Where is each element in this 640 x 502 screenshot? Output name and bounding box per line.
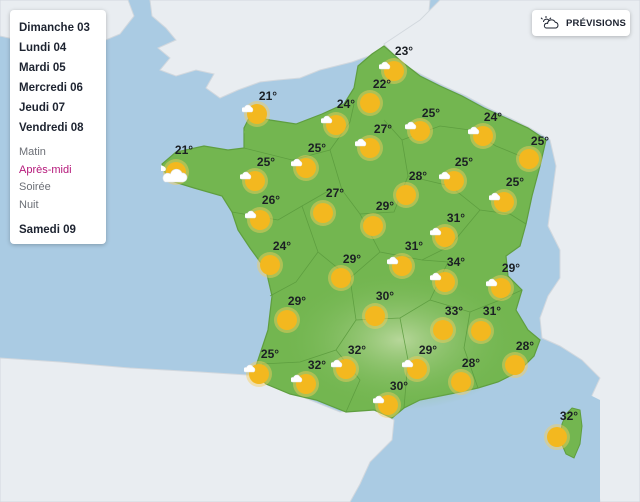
sun-cloud-icon[interactable] xyxy=(291,369,321,399)
city-temperature: 29° xyxy=(375,199,395,213)
city-temperature: 25° xyxy=(530,134,550,148)
sun-cloud-icon[interactable] xyxy=(402,354,432,384)
city-temperature: 30° xyxy=(375,289,395,303)
sun-icon[interactable] xyxy=(326,263,356,293)
city-temperature: 32° xyxy=(347,343,367,357)
city-temperature: 33° xyxy=(444,304,464,318)
sun-cloud-icon[interactable] xyxy=(244,359,274,389)
city-temperature: 29° xyxy=(418,343,438,357)
forecast-button-label: PRÉVISIONS xyxy=(566,17,627,29)
city-temperature: 29° xyxy=(287,294,307,308)
city-temperature: 31° xyxy=(446,211,466,225)
cloud-sun-icon xyxy=(540,15,560,32)
city-temperature: 27° xyxy=(373,122,393,136)
sun-icon[interactable] xyxy=(355,88,385,118)
sun-icon[interactable] xyxy=(360,301,390,331)
day-selector-panel: Dimanche 03 Lundi 04 Mardi 05 Mercredi 0… xyxy=(10,10,106,244)
city-temperature: 25° xyxy=(505,175,525,189)
city-temperature: 25° xyxy=(454,155,474,169)
sun-cloud-icon[interactable] xyxy=(387,251,417,281)
city-temperature: 32° xyxy=(559,409,579,423)
sun-icon[interactable] xyxy=(446,367,476,397)
city-temperature: 32° xyxy=(307,358,327,372)
sun-cloud-icon[interactable] xyxy=(242,99,272,129)
period-morning[interactable]: Matin xyxy=(19,146,46,158)
city-temperature: 24° xyxy=(483,110,503,124)
day-thursday-07[interactable]: Jeudi 07 xyxy=(19,102,66,114)
city-temperature: 22° xyxy=(372,77,392,91)
forecast-button[interactable]: PRÉVISIONS xyxy=(532,10,630,36)
sun-cloud-icon[interactable] xyxy=(430,222,460,252)
city-temperature: 34° xyxy=(446,255,466,269)
city-temperature: 25° xyxy=(421,106,441,120)
city-temperature: 29° xyxy=(342,252,362,266)
city-temperature: 28° xyxy=(408,169,428,183)
city-temperature: 24° xyxy=(336,97,356,111)
period-night[interactable]: Nuit xyxy=(19,198,39,211)
city-temperature: 31° xyxy=(482,304,502,318)
sun-icon[interactable] xyxy=(428,315,458,345)
sun-icon[interactable] xyxy=(358,211,388,241)
day-monday-04[interactable]: Lundi 04 xyxy=(19,42,67,54)
city-temperature: 25° xyxy=(256,155,276,169)
day-wednesday-06[interactable]: Mercredi 06 xyxy=(19,82,83,94)
sun-cloud-icon[interactable] xyxy=(486,273,516,303)
corsica xyxy=(559,407,583,459)
sun-icon[interactable] xyxy=(255,250,285,280)
sun-icon[interactable] xyxy=(542,422,572,452)
period-afternoon[interactable]: Après-midi xyxy=(19,163,72,176)
city-temperature: 21° xyxy=(258,89,278,103)
sun-icon[interactable] xyxy=(500,350,530,380)
day-tuesday-05[interactable]: Mardi 05 xyxy=(19,62,66,74)
cloud-sun-icon[interactable] xyxy=(161,157,191,187)
city-temperature: 28° xyxy=(515,339,535,353)
period-evening[interactable]: Soirée xyxy=(19,181,51,193)
city-temperature: 21° xyxy=(174,143,194,157)
sun-cloud-icon[interactable] xyxy=(355,133,385,163)
corsica-sea-gap xyxy=(400,380,600,502)
city-temperature: 29° xyxy=(501,261,521,275)
sun-cloud-icon[interactable] xyxy=(468,121,498,151)
city-temperature: 24° xyxy=(272,239,292,253)
city-temperature: 30° xyxy=(389,379,409,393)
sun-cloud-icon[interactable] xyxy=(379,56,409,86)
island xyxy=(244,130,248,134)
sun-cloud-icon[interactable] xyxy=(245,205,275,235)
city-temperature: 25° xyxy=(260,347,280,361)
sun-cloud-icon[interactable] xyxy=(321,110,351,140)
day-saturday-09[interactable]: Samedi 09 xyxy=(19,224,76,236)
day-sunday-03[interactable]: Dimanche 03 xyxy=(19,22,90,34)
sun-icon[interactable] xyxy=(308,198,338,228)
city-temperature: 27° xyxy=(325,186,345,200)
neighbor-countries xyxy=(383,0,640,502)
city-temperature: 31° xyxy=(404,239,424,253)
day-friday-08[interactable]: Vendredi 08 xyxy=(19,122,84,134)
city-temperature: 26° xyxy=(261,193,281,207)
sun-cloud-icon[interactable] xyxy=(373,390,403,420)
city-temperature: 28° xyxy=(461,356,481,370)
sun-cloud-icon[interactable] xyxy=(439,166,469,196)
city-temperature: 23° xyxy=(394,44,414,58)
sun-cloud-icon[interactable] xyxy=(489,187,519,217)
sun-cloud-icon[interactable] xyxy=(331,354,361,384)
sun-cloud-icon[interactable] xyxy=(430,267,460,297)
sun-cloud-icon[interactable] xyxy=(291,153,321,183)
sun-icon[interactable] xyxy=(466,316,496,346)
sun-icon[interactable] xyxy=(272,305,302,335)
sun-icon[interactable] xyxy=(391,180,421,210)
sun-icon[interactable] xyxy=(514,144,544,174)
city-temperature: 25° xyxy=(307,141,327,155)
sun-cloud-icon[interactable] xyxy=(405,116,435,146)
sun-cloud-icon[interactable] xyxy=(240,166,270,196)
